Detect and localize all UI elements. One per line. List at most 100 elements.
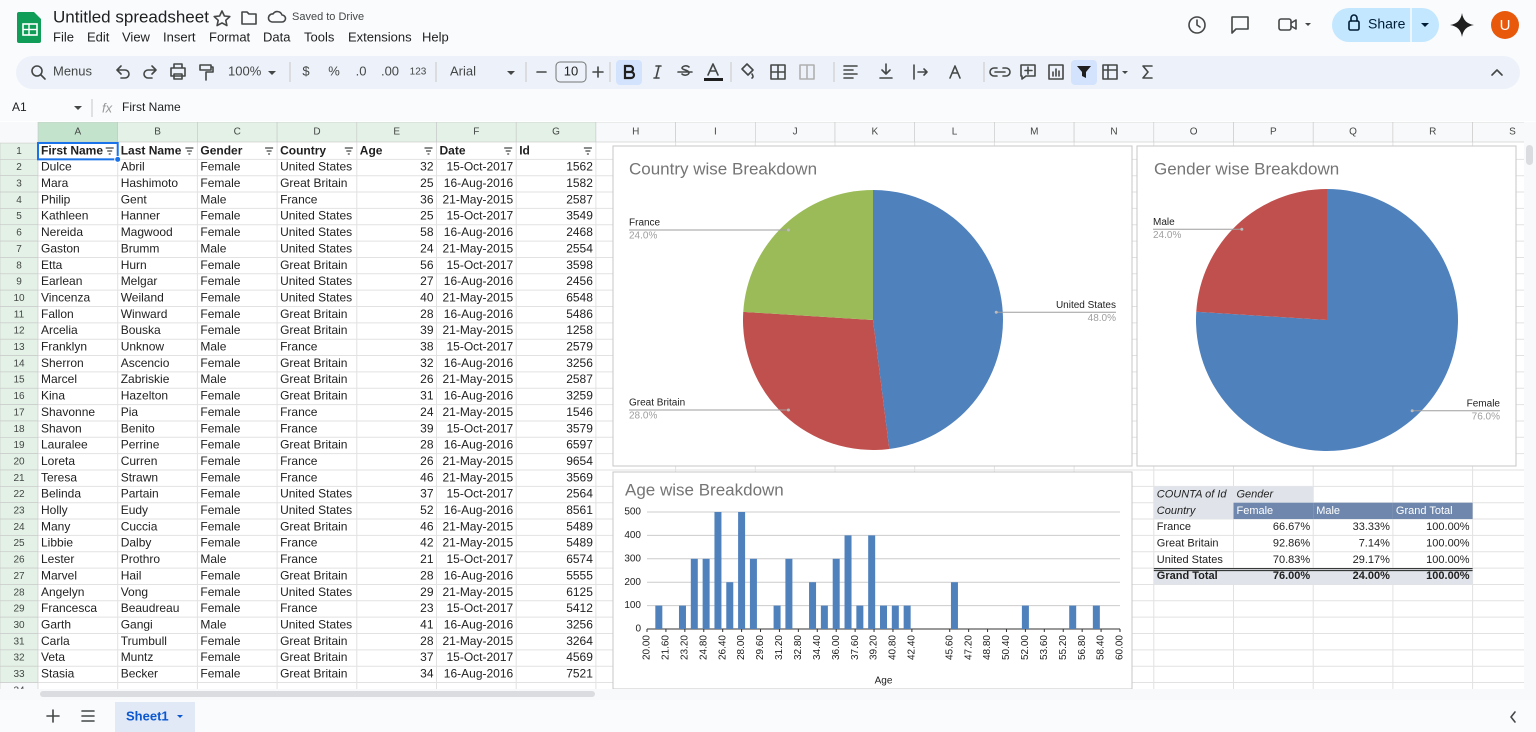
cell[interactable]: Franklyn — [41, 340, 87, 354]
cell[interactable]: 15-Oct-2017 — [446, 552, 513, 566]
cell[interactable]: 16-Aug-2016 — [444, 617, 514, 631]
cell[interactable]: 1258 — [566, 323, 593, 337]
menu-item[interactable]: Tools — [304, 29, 335, 44]
cell[interactable]: Cuccia — [121, 519, 158, 533]
pivot-total-value[interactable]: 76.00% — [1273, 570, 1311, 582]
row-number[interactable]: 7 — [16, 244, 22, 255]
cell[interactable]: Female — [200, 176, 240, 190]
cell[interactable]: Great Britain — [280, 372, 347, 386]
pivot-row-field[interactable]: Country — [1157, 505, 1197, 517]
column-letter[interactable]: F — [473, 127, 479, 138]
menu-item[interactable]: Extensions — [348, 29, 412, 44]
cell[interactable]: Male — [200, 552, 226, 566]
cell[interactable]: Dalby — [121, 536, 152, 550]
header-cell[interactable]: Age — [360, 143, 383, 157]
menu-search[interactable]: Menus — [53, 63, 93, 78]
cell[interactable]: Male — [200, 340, 226, 354]
row-number[interactable]: 5 — [16, 211, 22, 222]
cell[interactable]: Trumbull — [121, 634, 167, 648]
cell[interactable]: Loreta — [41, 454, 75, 468]
row-number[interactable]: 9 — [16, 277, 22, 288]
cell[interactable]: 6125 — [566, 585, 593, 599]
number-format-button[interactable]: % — [328, 63, 340, 78]
cell[interactable]: Unknow — [121, 340, 165, 354]
row-number[interactable]: 11 — [14, 309, 25, 320]
cell[interactable]: 52 — [420, 503, 434, 517]
formula-content[interactable]: First Name — [122, 100, 181, 114]
cell[interactable]: Shavon — [41, 421, 82, 435]
pivot-value[interactable]: 33.33% — [1353, 521, 1391, 533]
cell[interactable]: United States — [280, 290, 352, 304]
cell[interactable]: 16-Aug-2016 — [444, 176, 514, 190]
cell[interactable]: 21-May-2015 — [442, 192, 513, 206]
row-number[interactable]: 10 — [13, 293, 25, 304]
column-letter[interactable]: L — [952, 127, 958, 138]
cell[interactable]: Female — [200, 503, 240, 517]
cell[interactable]: Great Britain — [280, 323, 347, 337]
cell[interactable]: France — [280, 340, 318, 354]
pivot-column-header[interactable]: Grand Total — [1396, 505, 1453, 517]
cell[interactable]: Perrine — [121, 438, 160, 452]
cell[interactable]: France — [280, 421, 318, 435]
cell[interactable]: Garth — [41, 617, 71, 631]
cell[interactable]: Male — [200, 241, 226, 255]
cell[interactable]: Female — [200, 487, 240, 501]
cell[interactable]: Many — [41, 519, 70, 533]
cell[interactable]: France — [280, 470, 318, 484]
cell[interactable]: Great Britain — [280, 307, 347, 321]
cell[interactable]: Female — [200, 209, 240, 223]
cell[interactable]: Female — [200, 356, 240, 370]
row-number[interactable]: 22 — [13, 489, 25, 500]
cell[interactable]: Magwood — [121, 225, 173, 239]
cell[interactable]: United States — [280, 585, 352, 599]
cell[interactable]: Female — [200, 519, 240, 533]
pivot-total-value[interactable]: 24.00% — [1353, 570, 1391, 582]
cell[interactable]: 2468 — [566, 225, 593, 239]
cell[interactable]: United States — [280, 209, 352, 223]
cell[interactable]: 15-Oct-2017 — [446, 487, 513, 501]
row-number[interactable]: 12 — [13, 326, 25, 337]
cell[interactable]: 56 — [420, 258, 434, 272]
cell[interactable]: Libbie — [41, 536, 73, 550]
cell[interactable]: 39 — [420, 421, 434, 435]
cell[interactable]: Lauralee — [41, 438, 88, 452]
pivot-value[interactable]: 66.67% — [1273, 521, 1311, 533]
header-cell[interactable]: Country — [280, 143, 326, 157]
row-number[interactable]: 2 — [16, 162, 22, 173]
cell[interactable]: Female — [200, 323, 240, 337]
cell[interactable]: Gaston — [41, 241, 80, 255]
cell[interactable]: France — [280, 192, 318, 206]
cell[interactable]: Great Britain — [280, 650, 347, 664]
sheets-logo[interactable] — [17, 12, 41, 43]
column-letter[interactable]: E — [393, 127, 400, 138]
cell[interactable]: Partain — [121, 487, 159, 501]
cell[interactable]: 3549 — [566, 209, 593, 223]
cell[interactable]: Great Britain — [280, 438, 347, 452]
cell[interactable]: 23 — [420, 601, 434, 615]
cell[interactable]: Benito — [121, 421, 155, 435]
row-number[interactable]: 21 — [13, 473, 25, 484]
font-family[interactable]: Arial — [450, 63, 476, 78]
cell[interactable]: United States — [280, 160, 352, 174]
cell[interactable]: Hashimoto — [121, 176, 179, 190]
cell[interactable]: Female — [200, 667, 240, 681]
cell[interactable]: 21-May-2015 — [442, 323, 513, 337]
cell[interactable]: Beaudreau — [121, 601, 180, 615]
row-number[interactable]: 15 — [13, 375, 25, 386]
cell[interactable]: 9654 — [566, 454, 593, 468]
cell[interactable]: Female — [200, 536, 240, 550]
row-number[interactable]: 8 — [16, 260, 22, 271]
cell[interactable]: 16-Aug-2016 — [444, 568, 514, 582]
pivot-total-value[interactable]: 100.00% — [1426, 570, 1470, 582]
sheet-tab-label[interactable]: Sheet1 — [126, 708, 169, 723]
cell[interactable]: Belinda — [41, 487, 81, 501]
cell[interactable]: 16-Aug-2016 — [444, 503, 514, 517]
cell[interactable]: Female — [200, 601, 240, 615]
header-cell[interactable]: First Name — [41, 143, 103, 157]
cell[interactable]: Great Britain — [280, 176, 347, 190]
number-format-button[interactable]: $ — [302, 63, 310, 78]
cell[interactable]: Gangi — [121, 617, 153, 631]
column-letter[interactable]: H — [632, 127, 639, 138]
pivot-value[interactable]: 70.83% — [1273, 554, 1311, 566]
row-number[interactable]: 3 — [16, 179, 22, 190]
